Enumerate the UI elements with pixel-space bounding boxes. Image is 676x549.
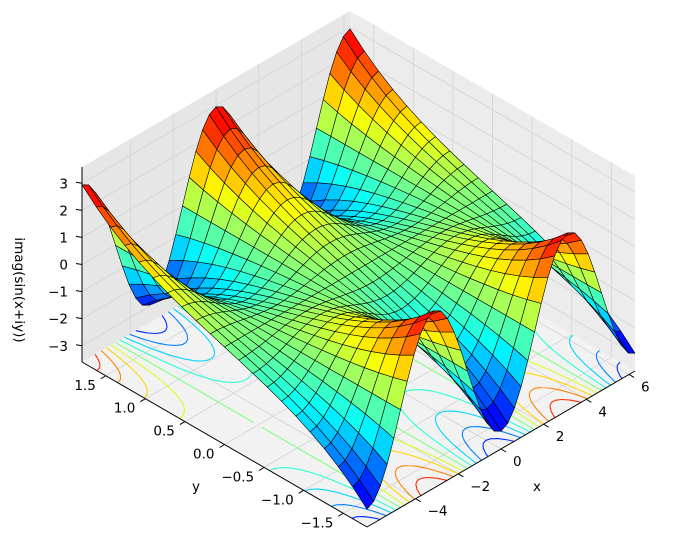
z-tick-label: −3 — [48, 339, 68, 355]
y-tick-mark — [337, 512, 344, 517]
z-tick-mark — [75, 263, 83, 265]
surface-mesh — [81, 28, 636, 510]
z-tick-label: 3 — [59, 176, 68, 192]
z-tick-mark — [75, 235, 83, 238]
z-tick-label: 0 — [59, 258, 68, 274]
y-tick-label: 1.5 — [74, 378, 95, 394]
y-tick-label: −1.5 — [301, 515, 334, 531]
y-tick-mark — [140, 398, 146, 403]
y-tick-mark — [258, 466, 265, 471]
x-tick-mark — [500, 448, 507, 453]
y-tick-label: 0.5 — [153, 424, 174, 440]
z-tick-label: −2 — [48, 312, 68, 328]
tick-labels: −4 −2 0 2 4 6 −1.5 −1.0 −0.5 0.0 0.5 1.0 1.5 −3 −2 −1 0 1… — [48, 176, 650, 531]
x-tick-label: −2 — [470, 479, 490, 495]
x-tick-label: 6 — [641, 380, 650, 396]
y-tick-mark — [298, 489, 304, 494]
y-tick-label: −1.0 — [261, 492, 294, 508]
z-tick-mark — [75, 208, 83, 211]
y-axis-label: y — [192, 479, 200, 495]
z-tick-label: 2 — [59, 203, 68, 219]
x-tick-mark — [458, 473, 464, 478]
x-tick-mark — [628, 374, 635, 378]
y-tick-mark — [219, 444, 225, 448]
x-tick-label: 2 — [556, 429, 565, 445]
surface-patch — [352, 479, 375, 510]
y-tick-label: 0.0 — [193, 447, 214, 463]
grid-line-z — [81, 26, 636, 193]
y-tick-mark — [179, 421, 186, 426]
axis-lines — [75, 167, 636, 528]
y-tick-label: 1.0 — [114, 401, 135, 417]
y-tick-mark — [100, 375, 107, 380]
x-tick-mark — [415, 498, 421, 503]
x-tick-mark — [586, 398, 592, 403]
y-tick-label: −0.5 — [221, 469, 254, 485]
z-tick-mark — [75, 290, 83, 293]
grid-line-y — [343, 162, 612, 514]
z-axis-label: imag(sin(x+iy)) — [11, 237, 27, 342]
x-tick-label: 4 — [598, 404, 607, 420]
z-tick-label: −1 — [48, 285, 68, 301]
z-tick-mark — [75, 344, 83, 347]
x-tick-label: 0 — [513, 454, 522, 470]
x-tick-label: −4 — [428, 504, 448, 520]
z-tick-mark — [75, 317, 83, 320]
x-axis-label: x — [533, 479, 541, 495]
x-tick-mark — [543, 423, 549, 428]
z-tick-mark — [75, 181, 83, 184]
z-tick-label: 1 — [59, 230, 68, 246]
